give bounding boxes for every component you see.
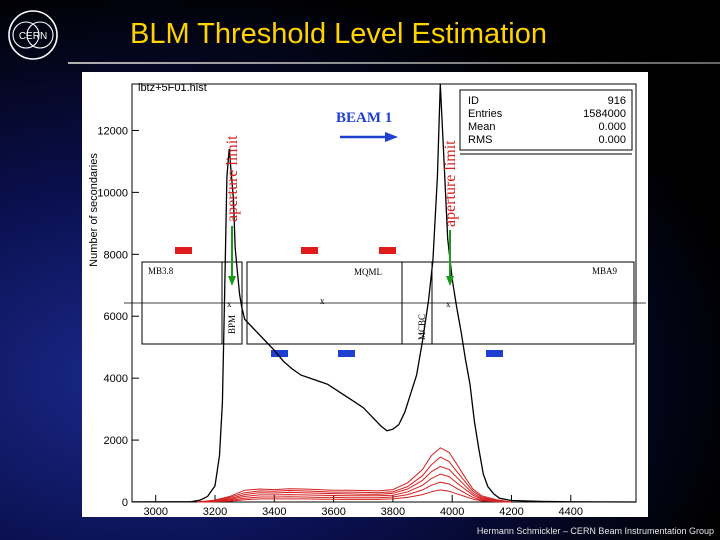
marker-right: x	[446, 299, 451, 309]
aperture-arrow-left-icon	[228, 226, 236, 286]
stats-label: Mean	[468, 121, 496, 133]
element-label-mqml: MQML	[354, 267, 382, 277]
blm-marker-lower-3	[486, 350, 503, 357]
aperture-limit-right-label: aperture limit	[442, 140, 459, 227]
stats-value: 916	[608, 95, 626, 107]
title-divider	[68, 62, 720, 64]
logo-text: CERN	[19, 31, 47, 42]
aperture-limit-left-label: aperture limit	[224, 135, 241, 222]
element-label-mb3-8: MB3.8	[148, 266, 174, 276]
y-axis-label: Number of secondaries	[88, 153, 100, 267]
x-tick-label: 4000	[440, 506, 464, 517]
stats-value: 0.000	[598, 134, 626, 146]
stats-value: 1584000	[583, 108, 626, 120]
beam-arrow-icon	[340, 132, 398, 142]
marker-left: x	[227, 299, 232, 309]
x-tick-label: 3800	[381, 506, 405, 517]
series-line-red-1	[197, 447, 512, 503]
x-tick-label: 3400	[262, 506, 286, 517]
blm-marker-upper-3	[379, 247, 396, 254]
y-tick-label: 2000	[104, 435, 128, 447]
x-tick-label: 3600	[321, 506, 345, 517]
stats-value: 0.000	[598, 121, 626, 133]
blm-marker-lower-1	[271, 350, 288, 357]
axis-ticks: 3000 3200 3400 3600 3800 4000 4200 4400 0 2000 400…	[97, 125, 583, 517]
stats-label: RMS	[468, 134, 492, 146]
stats-box	[459, 89, 633, 151]
series-line-red-3	[197, 465, 512, 503]
x-tick-label: 3200	[203, 506, 227, 517]
bpm-label: BPM	[227, 315, 237, 334]
element-label-mba9: MBA9	[592, 266, 618, 276]
plot-frame	[131, 83, 637, 503]
beam-label: BEAM 1	[336, 110, 392, 126]
y-tick-label: 0	[122, 497, 128, 509]
x-tick-label: 3000	[143, 506, 167, 517]
element-box-mba9	[431, 261, 635, 345]
stats-label: ID	[468, 95, 479, 107]
y-tick-label: 8000	[104, 249, 128, 261]
series-line-red-2	[197, 456, 512, 503]
stats-label: Entries	[468, 108, 503, 120]
x-tick-label: 4200	[499, 506, 523, 517]
blm-marker-lower-2	[338, 350, 355, 357]
stats-layer: ID 916 Entries 1584000 Mean 0.000 RMS 0.000	[468, 95, 626, 146]
y-tick-label: 4000	[104, 373, 128, 385]
chart-title: lbtz+5F01.hist	[138, 82, 207, 94]
mcbc-label: MCBC	[417, 314, 427, 340]
y-tick-label: 6000	[104, 311, 128, 323]
cern-logo: CERN	[8, 10, 58, 60]
aperture-arrow-right-icon	[446, 230, 454, 286]
plot-panel: lbtz+5F01.hist Number of secondaries 300…	[82, 72, 648, 517]
y-tick-label: 10000	[97, 187, 128, 199]
histogram-chart: lbtz+5F01.hist Number of secondaries 300…	[88, 82, 646, 517]
blm-marker-upper-2	[301, 247, 318, 254]
marker-mid: x	[320, 296, 325, 306]
footer-credit: Hermann Schmickler – CERN Beam Instrumen…	[476, 526, 714, 536]
y-tick-label: 12000	[97, 125, 128, 137]
series-layer	[131, 83, 637, 503]
series-line-red-4	[197, 473, 512, 503]
series-line-red-6	[197, 489, 512, 503]
slide-title: BLM Threshold Level Estimation	[130, 18, 547, 50]
series-line-red-5	[197, 481, 512, 503]
x-tick-label: 4400	[559, 506, 583, 517]
blm-marker-upper-1	[175, 247, 192, 254]
series-line-main	[131, 83, 637, 503]
